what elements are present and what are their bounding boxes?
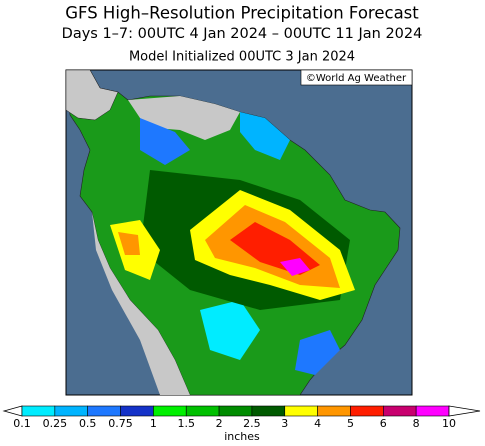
init-time: Model Initialized 00UTC 3 Jan 2024 (129, 50, 355, 65)
rain-area (240, 112, 290, 160)
colorbar-arrow (2, 405, 23, 417)
colorbar-swatch (383, 405, 417, 417)
colorbar-label: 10 (442, 417, 456, 430)
colorbar-label: 1 (150, 417, 157, 430)
colorbar-swatch (185, 405, 220, 417)
dry-area (92, 212, 190, 395)
colorbar-swatch (153, 405, 187, 417)
colorbar-label: 0.1 (13, 417, 31, 430)
colorbar-label: 2.5 (243, 417, 261, 430)
colorbar-swatch (251, 405, 286, 417)
rain-area (140, 118, 190, 165)
dry-area (66, 70, 119, 121)
colorbar-swatch (350, 405, 384, 417)
colorbar-swatch (284, 405, 318, 417)
colorbar-label: 6 (380, 417, 387, 430)
colorbar-label: 3 (281, 417, 288, 430)
colorbar-label: 5 (347, 417, 354, 430)
colorbar: 0.1 0.25 0.5 0.75 1 1.5 2 2.5 3 4 5 6 8 10 (2, 405, 481, 430)
colorbar-label: 0.75 (108, 417, 133, 430)
colorbar-swatch (54, 405, 88, 417)
dry-area (128, 96, 240, 140)
rain-area (200, 300, 260, 360)
colorbar-swatch (218, 405, 253, 417)
colorbar-swatch (120, 405, 154, 417)
colorbar-label: 2 (216, 417, 223, 430)
rain-area (295, 330, 340, 375)
colorbar-swatch (317, 405, 351, 417)
rain-area (280, 258, 310, 276)
credit-box (300, 69, 413, 86)
title: GFS High–Resolution Precipitation Foreca… (65, 4, 419, 23)
colorbar-label: 0.5 (79, 417, 97, 430)
rain-area (118, 232, 140, 255)
credit: ©World Ag Weather (306, 73, 407, 84)
colorbar-label: 4 (314, 417, 321, 430)
colorbar-swatch (21, 405, 56, 417)
colorbar-swatch (87, 405, 121, 417)
subtitle: Days 1–7: 00UTC 4 Jan 2024 – 00UTC 11 Ja… (62, 26, 423, 42)
colorbar-arrow (448, 405, 481, 417)
colorbar-swatch (415, 405, 450, 417)
colorbar-label: 0.25 (43, 417, 68, 430)
colorbar-label: 8 (413, 417, 420, 430)
colorbar-units: inches (224, 430, 260, 443)
map: ©World Ag Weather (65, 69, 413, 396)
colorbar-label: 1.5 (177, 417, 195, 430)
